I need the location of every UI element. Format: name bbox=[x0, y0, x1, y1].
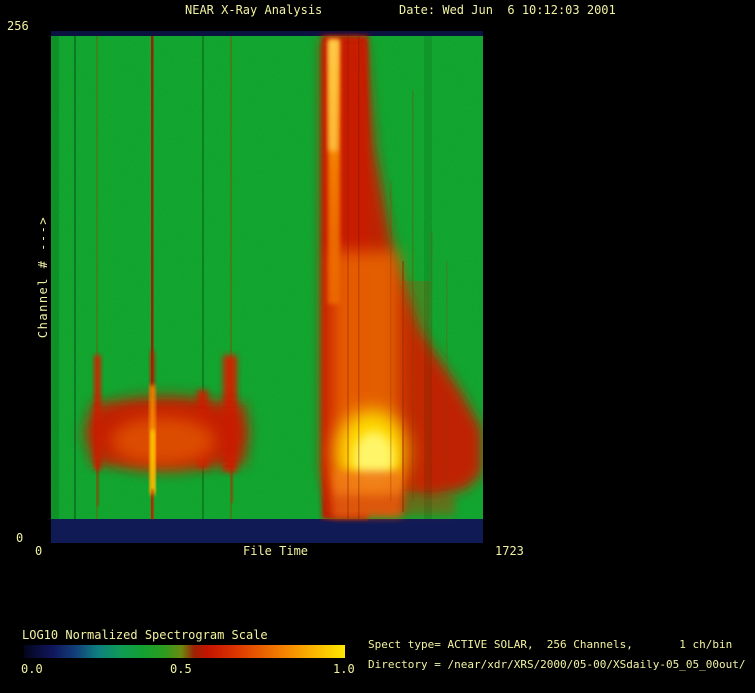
spectrogram-feature bbox=[74, 36, 76, 519]
spectrogram-feature bbox=[431, 231, 433, 496]
spectrogram-features bbox=[51, 36, 482, 519]
x-axis-min-label: 0 bbox=[35, 544, 43, 558]
colorbar-gradient bbox=[24, 645, 345, 658]
spectrogram-feature bbox=[51, 36, 59, 519]
spectrogram-feature bbox=[111, 417, 215, 465]
spectrogram-feature bbox=[358, 36, 360, 519]
spectrogram-feature bbox=[97, 461, 99, 506]
spectrogram-feature bbox=[151, 489, 154, 519]
spectrogram-feature bbox=[96, 36, 98, 519]
spectrogram-base-region bbox=[51, 519, 483, 543]
spectrogram-base-region bbox=[51, 31, 483, 36]
spectrogram-feature bbox=[446, 261, 448, 491]
spect-type-line: Spect type= ACTIVE SOLAR, 256 Channels, … bbox=[368, 638, 733, 651]
colorbar-tick-05: 0.5 bbox=[170, 662, 192, 676]
spectrogram-feature bbox=[202, 36, 204, 519]
spectrogram-svg bbox=[51, 31, 483, 543]
spectrogram-feature bbox=[150, 351, 155, 396]
y-axis-max-label: 256 bbox=[7, 19, 29, 33]
spectrogram-feature bbox=[347, 36, 349, 519]
y-axis-title: Channel # ---> bbox=[36, 215, 50, 339]
spectrogram-plot bbox=[51, 31, 483, 543]
spectrogram-feature bbox=[230, 36, 232, 519]
x-axis-title: File Time bbox=[243, 544, 309, 558]
colorbar-tick-0: 0.0 bbox=[21, 662, 43, 676]
spectrogram-feature bbox=[390, 181, 392, 501]
header-date: Date: Wed Jun 6 10:12:03 2001 bbox=[399, 3, 616, 17]
spectrogram-feature bbox=[412, 91, 414, 501]
directory-line: Directory = /near/xdr/XRS/2000/05-00/XSd… bbox=[368, 658, 746, 671]
spectrogram-feature bbox=[231, 467, 233, 503]
spectrogram-feature bbox=[424, 36, 432, 519]
spectrogram-feature bbox=[402, 261, 404, 512]
spectrogram-feature bbox=[151, 430, 155, 492]
spectrogram-feature bbox=[329, 41, 337, 151]
spectrogram-feature bbox=[151, 36, 154, 519]
colorbar-title: LOG10 Normalized Spectrogram Scale bbox=[22, 628, 268, 642]
y-axis-min-label: 0 bbox=[16, 531, 24, 545]
page-title: NEAR X-Ray Analysis bbox=[185, 3, 323, 17]
spectrogram-feature bbox=[402, 281, 430, 491]
x-axis-max-label: 1723 bbox=[495, 544, 524, 558]
spectrogram-feature bbox=[330, 495, 455, 515]
colorbar-tick-1: 1.0 bbox=[333, 662, 355, 676]
